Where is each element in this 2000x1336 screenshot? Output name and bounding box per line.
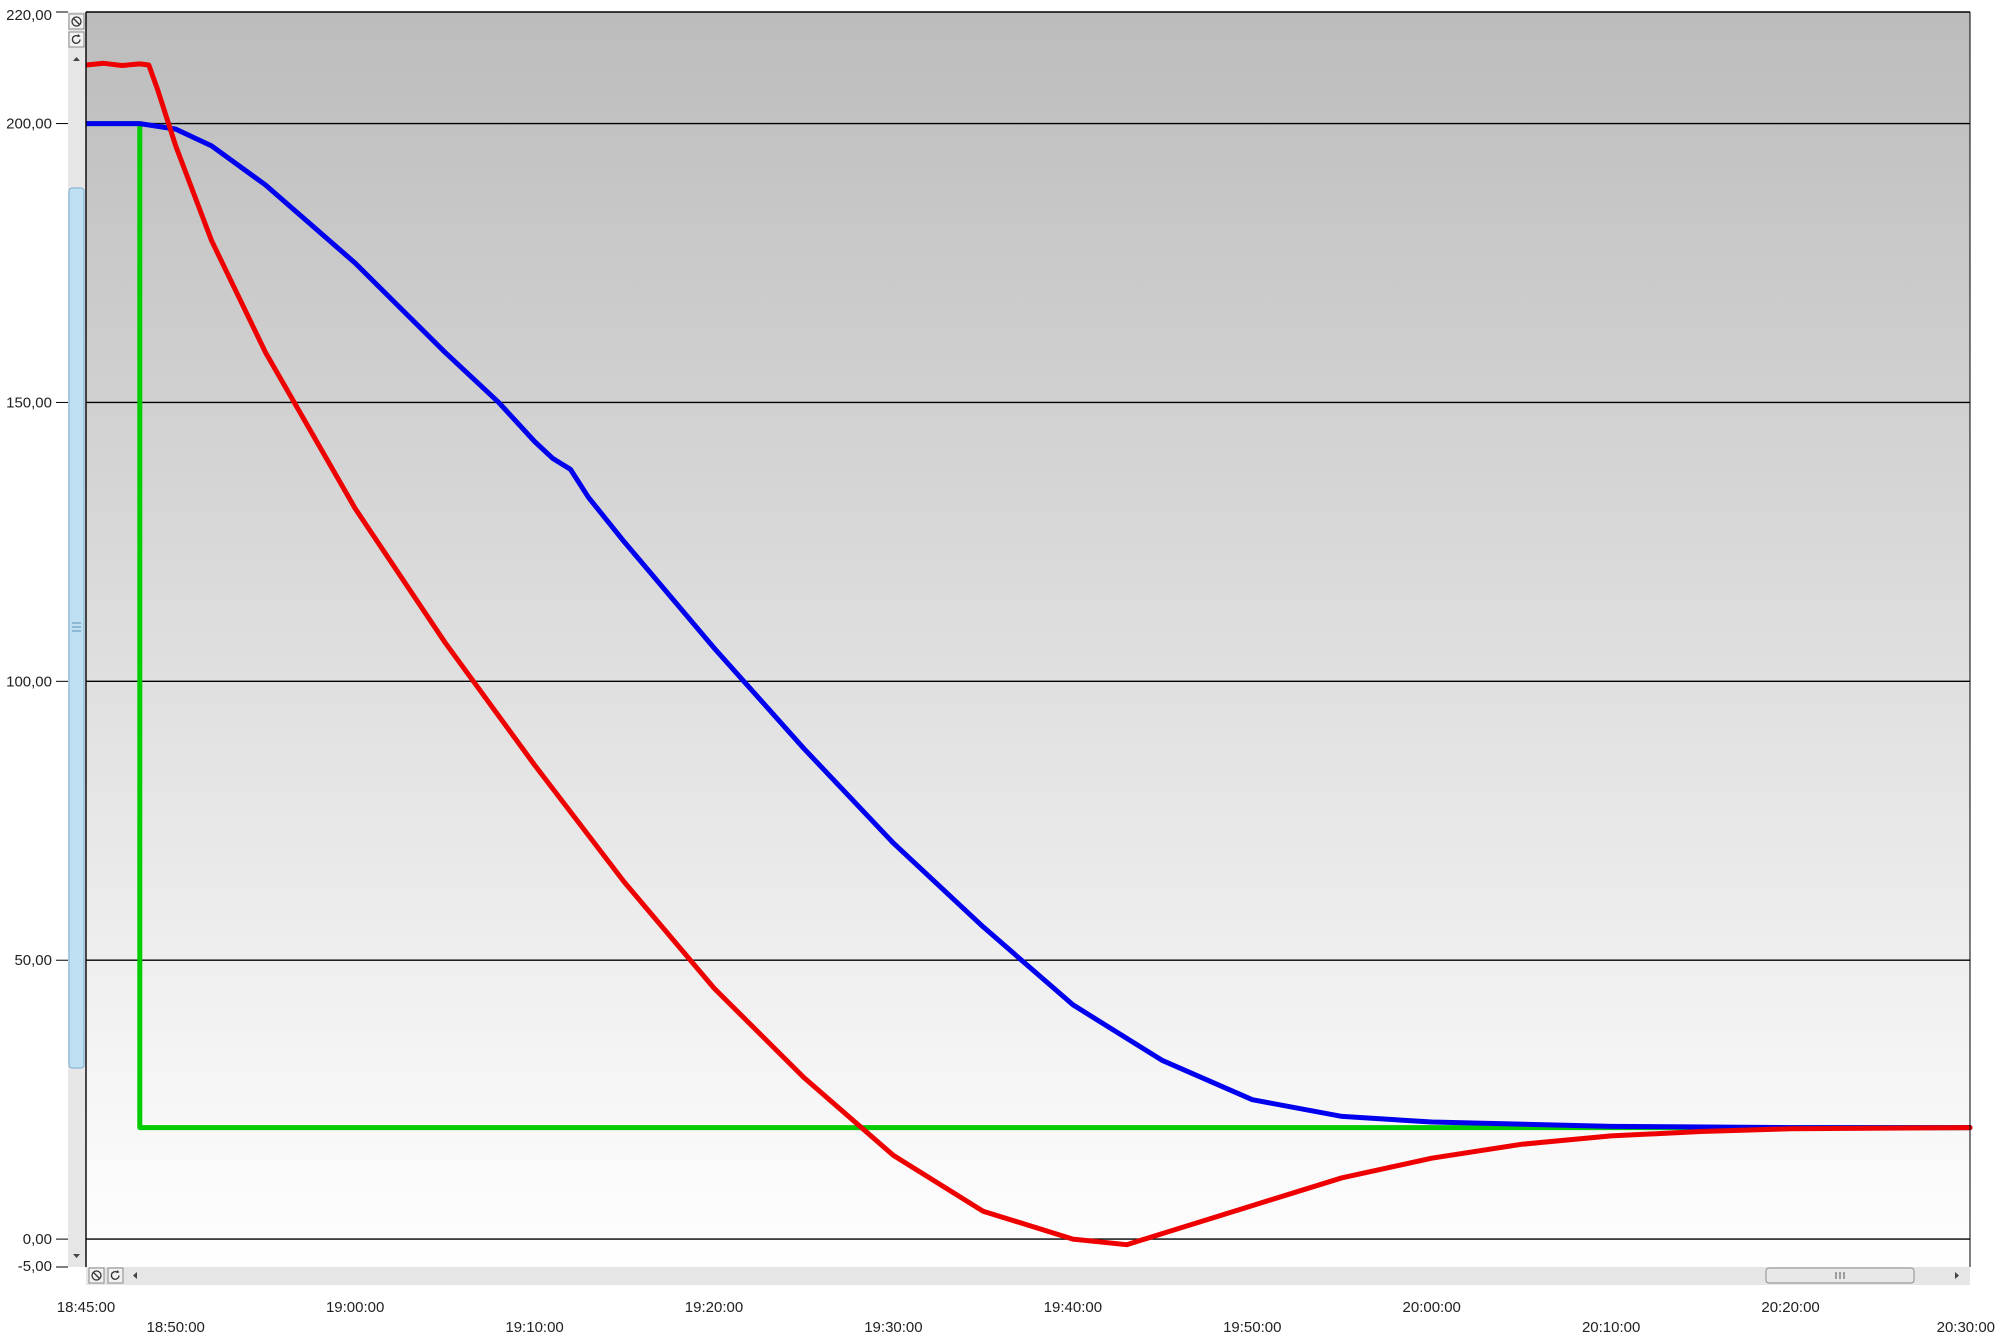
x-tick-label: 20:10:00 xyxy=(1582,1319,1640,1336)
y-tick-label: 150,00 xyxy=(6,394,52,411)
grip-icon xyxy=(72,622,81,632)
plot-area[interactable] xyxy=(86,12,1970,1267)
y-tick-label: 100,00 xyxy=(6,673,52,690)
x-tick-label: 18:45:00 xyxy=(57,1299,115,1316)
y-tick-label: -5,00 xyxy=(18,1258,52,1275)
x-tick-label: 19:40:00 xyxy=(1044,1299,1102,1316)
x-tick-label: 19:20:00 xyxy=(685,1299,743,1316)
grip-icon xyxy=(1835,1272,1845,1279)
x-tick-label: 20:30:00 xyxy=(1937,1319,1995,1336)
series-line-3 xyxy=(83,60,1973,1248)
arrow-left-icon[interactable] xyxy=(133,1272,137,1279)
y-axis-ticks: 220,00 200,00 150,00 100,00 50,00 0,00 -5,00 xyxy=(6,7,68,1275)
arrow-down-icon[interactable] xyxy=(73,1254,80,1258)
zoom-reset-icon[interactable] xyxy=(88,1267,105,1284)
x-tick-label: 20:00:00 xyxy=(1403,1299,1461,1316)
y-tick-label: 200,00 xyxy=(6,116,52,133)
y-tick-label: 0,00 xyxy=(23,1231,52,1248)
y-tick-label: 220,00 xyxy=(6,7,52,24)
vertical-scrollbar[interactable] xyxy=(68,12,86,1267)
x-tick-label: 19:30:00 xyxy=(864,1319,922,1336)
x-tick-label: 18:50:00 xyxy=(147,1319,205,1336)
y-tick-label: 50,00 xyxy=(14,952,52,969)
x-tick-label: 19:10:00 xyxy=(505,1319,563,1336)
zoom-undo-icon[interactable] xyxy=(107,1267,124,1284)
vertical-scroll-thumb[interactable] xyxy=(68,187,85,1069)
arrow-right-icon[interactable] xyxy=(1955,1272,1959,1279)
series-line-2 xyxy=(83,121,1973,1131)
zoom-reset-icon[interactable] xyxy=(68,13,85,30)
arrow-up-icon[interactable] xyxy=(73,57,80,61)
zoom-undo-icon[interactable] xyxy=(68,31,85,48)
x-axis-ticks: 18:45:00 18:50:00 19:00:00 19:10:00 19:20:00… xyxy=(57,1299,1995,1336)
series-layer xyxy=(83,60,1973,1248)
grid-lines xyxy=(86,122,1970,1240)
x-tick-label: 19:50:00 xyxy=(1223,1319,1281,1336)
x-tick-label: 20:20:00 xyxy=(1761,1299,1819,1316)
horizontal-scroll-track[interactable] xyxy=(86,1267,1970,1285)
x-tick-label: 19:00:00 xyxy=(326,1299,384,1316)
horizontal-scrollbar[interactable] xyxy=(86,1267,1970,1285)
